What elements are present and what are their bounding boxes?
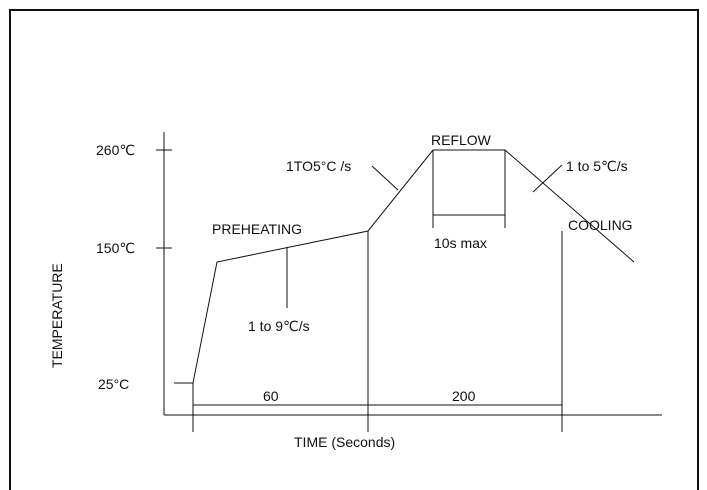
reflow-time-label: 10s max: [434, 235, 487, 251]
ramp-rate-leader: [371, 165, 399, 191]
profile-line: [174, 149, 635, 384]
x-axis-title: TIME (Seconds): [294, 434, 395, 450]
y-axis-title: TEMPERATURE: [49, 263, 65, 368]
y-tick-label-150: 150℃: [96, 240, 135, 256]
cool-rate-label: 1 to 5℃/s: [566, 158, 628, 174]
preheat-rate-label: 1 to 9℃/s: [248, 318, 310, 334]
cooling-label: COOLING: [568, 217, 633, 233]
interval-label-60: 60: [263, 388, 279, 404]
chart-border: [9, 9, 699, 490]
interval-label-200: 200: [452, 388, 476, 404]
ramp-rate-label: 1TO5°C /s: [286, 158, 351, 174]
y-tick-label-25: 25°C: [98, 376, 129, 392]
reflow-label: REFLOW: [431, 132, 492, 148]
preheating-label: PREHEATING: [212, 221, 302, 237]
cool-rate-leader: [532, 164, 563, 193]
y-tick-label-260: 260℃: [96, 142, 135, 158]
